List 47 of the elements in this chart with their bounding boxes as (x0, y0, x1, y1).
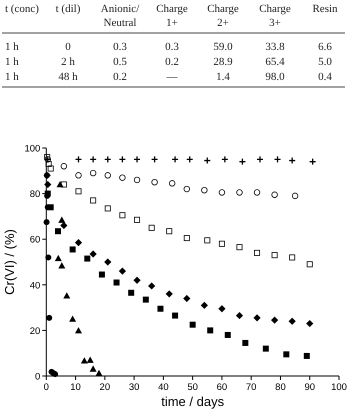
category-label: Charge 1+ (156, 3, 188, 29)
x-tick-label: 0 (44, 382, 49, 393)
y-tick-label: 60 (30, 234, 40, 246)
text: 59.0 (213, 41, 234, 53)
text: 48 h (58, 71, 78, 83)
text: 0.4 (318, 71, 332, 83)
text: 0.5 (113, 56, 128, 68)
y-tick-label: 0 (35, 372, 40, 382)
text: 5.0 (318, 56, 332, 68)
x-axis-title: time / days (161, 394, 225, 409)
x-tick-label: 20 (100, 382, 110, 393)
text: 0.3 (113, 41, 128, 53)
x-tick-label: 90 (304, 382, 316, 393)
text: 33.8 (265, 41, 286, 53)
x-tick-label: 80 (275, 382, 286, 393)
text: 6.6 (318, 41, 332, 53)
x-tick-label: 50 (187, 382, 198, 393)
text: 1 h (5, 56, 20, 68)
category-label: t (conc) (5, 3, 40, 15)
text: 2 h (61, 56, 76, 68)
y-tick-label: 100 (24, 144, 40, 154)
text: 1.4 (216, 71, 230, 83)
y-tick-label: 20 (30, 326, 40, 337)
category-label: Anionic/ Neutral (100, 3, 140, 29)
category-label: Charge 2+ (207, 3, 239, 29)
text: 98.0 (265, 71, 286, 83)
x-tick-label: 40 (158, 382, 169, 393)
x-tick-label: 30 (128, 382, 140, 393)
text: 65.4 (265, 56, 286, 68)
y-tick-label: 40 (30, 280, 40, 292)
text: 0.2 (165, 56, 179, 68)
text: — (166, 71, 178, 83)
x-tick-label: 10 (70, 382, 81, 393)
text: 0.2 (113, 71, 127, 83)
text: 0 (65, 41, 72, 53)
x-tick-label: 60 (216, 382, 228, 393)
text: 1 h (5, 41, 20, 53)
text: 28.9 (213, 56, 234, 68)
category-label: Resin (312, 3, 338, 15)
text: 1 h (5, 71, 20, 83)
y-axis-title: Cr(VI) / (%) (2, 229, 17, 295)
y-tick-label: 80 (30, 189, 40, 200)
category-label: t (dil) (56, 3, 81, 15)
category-label: Charge 3+ (259, 3, 291, 29)
text: 0.3 (165, 41, 180, 53)
x-tick-label: 70 (246, 382, 256, 393)
x-tick-label: 100 (331, 382, 347, 393)
